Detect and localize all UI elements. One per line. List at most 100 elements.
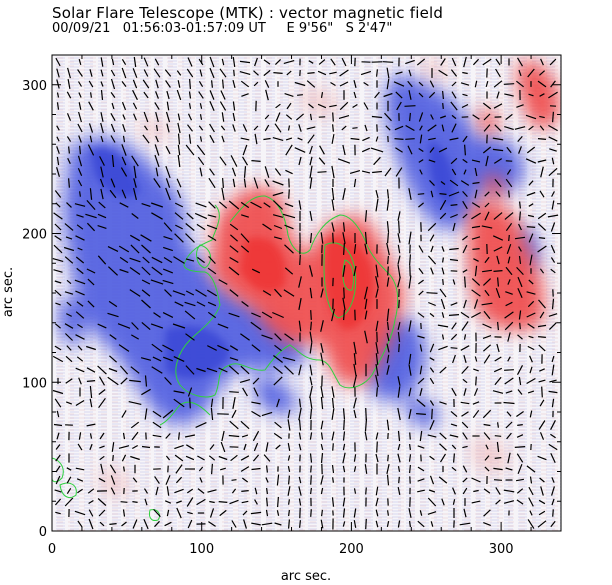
field-vector — [195, 422, 207, 428]
field-vector — [548, 313, 558, 317]
field-vector — [397, 466, 401, 472]
field-vector — [353, 397, 357, 409]
field-vector — [462, 93, 468, 97]
field-vector — [98, 477, 106, 483]
field-vector — [332, 477, 334, 483]
field-vector — [417, 489, 425, 493]
field-vector — [429, 400, 435, 406]
field-vector — [310, 321, 312, 331]
field-vector — [461, 103, 469, 109]
field-vector — [264, 179, 270, 187]
field-vector — [537, 324, 547, 328]
field-vector — [418, 290, 424, 296]
field-vector — [439, 453, 447, 463]
field-vector — [78, 58, 82, 66]
field-vector — [172, 290, 186, 296]
field-vector — [551, 364, 555, 376]
field-vector — [275, 103, 281, 109]
field-vector — [550, 433, 556, 439]
field-vector — [551, 486, 555, 496]
field-vector — [56, 68, 60, 78]
field-vector — [397, 276, 401, 288]
field-vector — [409, 464, 411, 474]
field-vector — [211, 80, 213, 88]
field-vector — [341, 57, 347, 67]
field-vector — [187, 519, 193, 529]
field-vector — [130, 244, 140, 254]
field-vector — [408, 275, 412, 289]
field-vector — [342, 431, 346, 441]
field-vector — [375, 288, 379, 298]
field-vector — [55, 475, 61, 485]
field-vector — [375, 136, 379, 142]
field-vector — [526, 312, 536, 318]
field-vector — [64, 223, 74, 231]
field-vector — [240, 137, 250, 141]
field-vector — [175, 224, 183, 230]
field-vector — [218, 367, 228, 373]
field-vector — [75, 334, 85, 340]
field-vector — [53, 244, 63, 254]
field-vector — [460, 345, 470, 351]
field-vector — [538, 510, 546, 516]
field-vector — [152, 434, 162, 438]
field-vector — [551, 200, 555, 210]
field-vector — [506, 411, 512, 417]
field-vector — [482, 58, 492, 66]
field-vector — [56, 125, 60, 131]
field-vector — [261, 311, 273, 319]
field-vector — [76, 267, 84, 275]
field-vector — [417, 520, 425, 528]
field-vector — [372, 170, 382, 174]
field-vector — [376, 69, 378, 77]
field-vector — [283, 289, 295, 297]
field-vector — [100, 81, 104, 87]
field-vector — [207, 301, 217, 307]
field-vector — [77, 123, 83, 133]
field-vector — [240, 80, 250, 88]
field-vector — [506, 243, 512, 255]
field-vector — [537, 455, 547, 461]
field-vector — [482, 409, 492, 419]
field-vector — [460, 180, 470, 186]
field-vector — [263, 69, 271, 77]
field-vector — [166, 90, 170, 100]
field-vector — [153, 508, 161, 518]
field-vector — [331, 222, 335, 232]
field-vector — [539, 190, 545, 198]
field-vector — [152, 421, 162, 429]
field-vector — [63, 246, 75, 252]
field-vector — [162, 356, 174, 362]
field-vector — [453, 453, 455, 463]
field-vector — [165, 80, 171, 88]
field-vector — [309, 364, 313, 376]
field-vector — [518, 246, 522, 252]
field-vector — [517, 136, 523, 142]
field-vector — [89, 385, 93, 399]
field-vector — [439, 212, 447, 220]
field-vector — [331, 199, 335, 211]
field-vector — [107, 312, 119, 318]
field-vector — [177, 80, 181, 88]
field-vector — [418, 159, 424, 163]
field-vector — [527, 390, 535, 394]
field-vector — [439, 199, 447, 211]
field-vector — [175, 476, 183, 484]
field-vector — [427, 124, 437, 132]
field-vector — [66, 279, 72, 285]
field-vector — [518, 69, 522, 77]
field-vector — [240, 466, 250, 472]
field-vector — [251, 344, 261, 352]
field-vector — [450, 347, 458, 349]
field-vector — [518, 146, 522, 154]
field-vector — [408, 508, 412, 518]
field-vector — [397, 430, 401, 442]
field-vector — [132, 89, 138, 101]
field-vector — [550, 520, 556, 528]
field-vector — [395, 91, 403, 99]
field-vector — [130, 421, 140, 429]
field-vector — [517, 424, 523, 426]
field-vector — [251, 410, 261, 418]
field-vector — [539, 368, 545, 372]
field-vector — [99, 178, 105, 188]
